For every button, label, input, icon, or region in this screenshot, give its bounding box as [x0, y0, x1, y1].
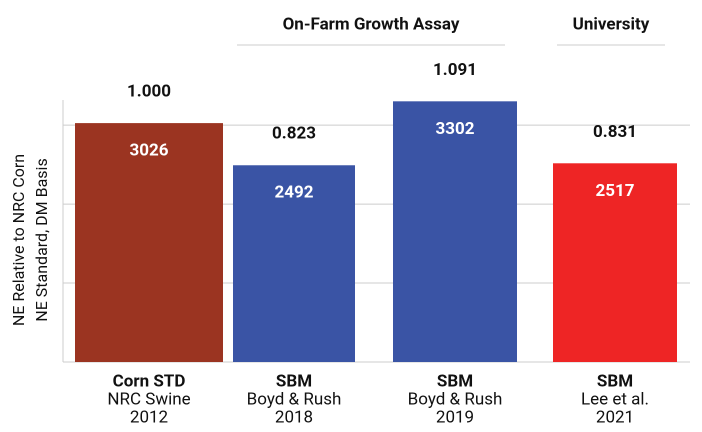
x-tick-label: SBM — [276, 371, 312, 391]
group-label: On-Farm Growth Assay — [283, 14, 460, 34]
x-tick-year: 2021 — [596, 407, 634, 427]
x-tick-label: Corn STD — [113, 371, 186, 391]
relative-label: 1.091 — [433, 60, 477, 80]
x-tick-year: 2019 — [436, 407, 474, 427]
bar — [75, 123, 223, 363]
relative-label: 0.831 — [593, 122, 637, 142]
x-tick-label: SBM — [597, 371, 633, 391]
group-label: University — [573, 14, 650, 34]
bar — [393, 101, 517, 362]
x-tick-source: Boyd & Rush — [408, 389, 503, 409]
y-axis-label: NE Relative to NRC Corn — [9, 154, 28, 326]
value-label: 2492 — [274, 183, 313, 203]
relative-label: 1.000 — [127, 82, 171, 102]
x-tick-label: SBM — [437, 371, 473, 391]
x-tick-source: Lee et al. — [581, 389, 649, 409]
bar — [233, 165, 355, 362]
value-label: 3302 — [435, 119, 474, 139]
value-label: 2517 — [595, 181, 634, 201]
x-tick-source: Boyd & Rush — [247, 389, 342, 409]
x-tick-source: NRC Swine — [107, 389, 190, 409]
y-axis-label: NE Standard, DM Basis — [32, 158, 51, 321]
x-tick-year: 2018 — [275, 407, 313, 427]
x-tick-year: 2012 — [130, 407, 168, 427]
value-label: 3026 — [129, 141, 168, 161]
relative-label: 0.823 — [272, 124, 316, 144]
bar — [553, 163, 677, 362]
